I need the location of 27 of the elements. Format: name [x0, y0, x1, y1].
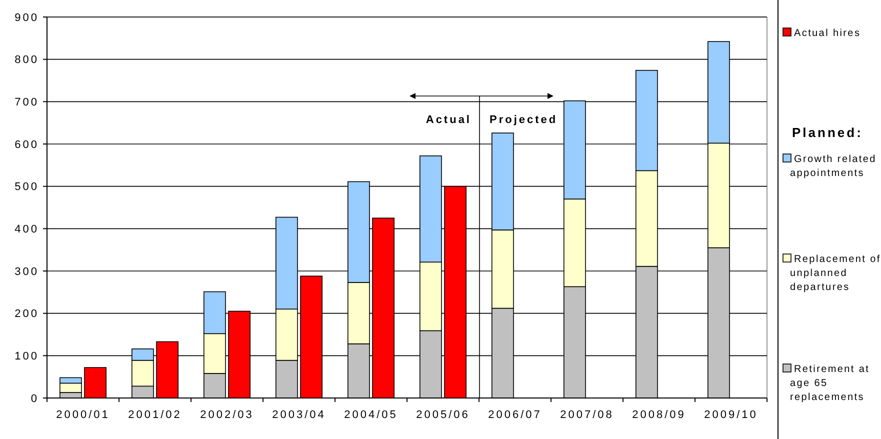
- x-tick-label: 2008/09: [632, 409, 686, 421]
- y-tick-label: 300: [14, 266, 39, 278]
- x-tick-label: 2007/08: [560, 409, 614, 421]
- x-tick-label: 2004/05: [344, 409, 398, 421]
- y-tick-label: 800: [14, 54, 39, 66]
- x-tick-label: 2002/03: [200, 409, 254, 421]
- x-tick-label: 2006/07: [488, 409, 542, 421]
- y-tick-label: 400: [14, 224, 39, 236]
- annotation: Actual: [426, 114, 472, 126]
- legend-label: Replacement of unplanned departures: [790, 254, 881, 293]
- x-tick-label: 2009/10: [704, 409, 758, 421]
- x-tick-label: 2000/01: [56, 409, 110, 421]
- x-tick-label: 2005/06: [416, 409, 470, 421]
- x-tick-label: 2003/04: [272, 409, 326, 421]
- y-tick-label: 700: [14, 96, 39, 109]
- y-tick-label: 900: [14, 12, 39, 24]
- annotation: Projected: [490, 114, 558, 126]
- y-tick-label: 100: [14, 350, 39, 363]
- legend-label: Growth related appointments: [790, 154, 876, 179]
- y-tick-label: 600: [14, 138, 39, 151]
- y-tick-label: 500: [14, 181, 39, 194]
- legend-label: Retirement at age 65 replacements: [790, 364, 870, 403]
- y-tick-label: 200: [14, 308, 39, 320]
- x-tick-label: 2001/02: [128, 409, 182, 421]
- legend-title: Planned:: [792, 125, 863, 140]
- y-tick-label: 0: [30, 392, 39, 405]
- legend-label: Actual hires: [794, 28, 861, 39]
